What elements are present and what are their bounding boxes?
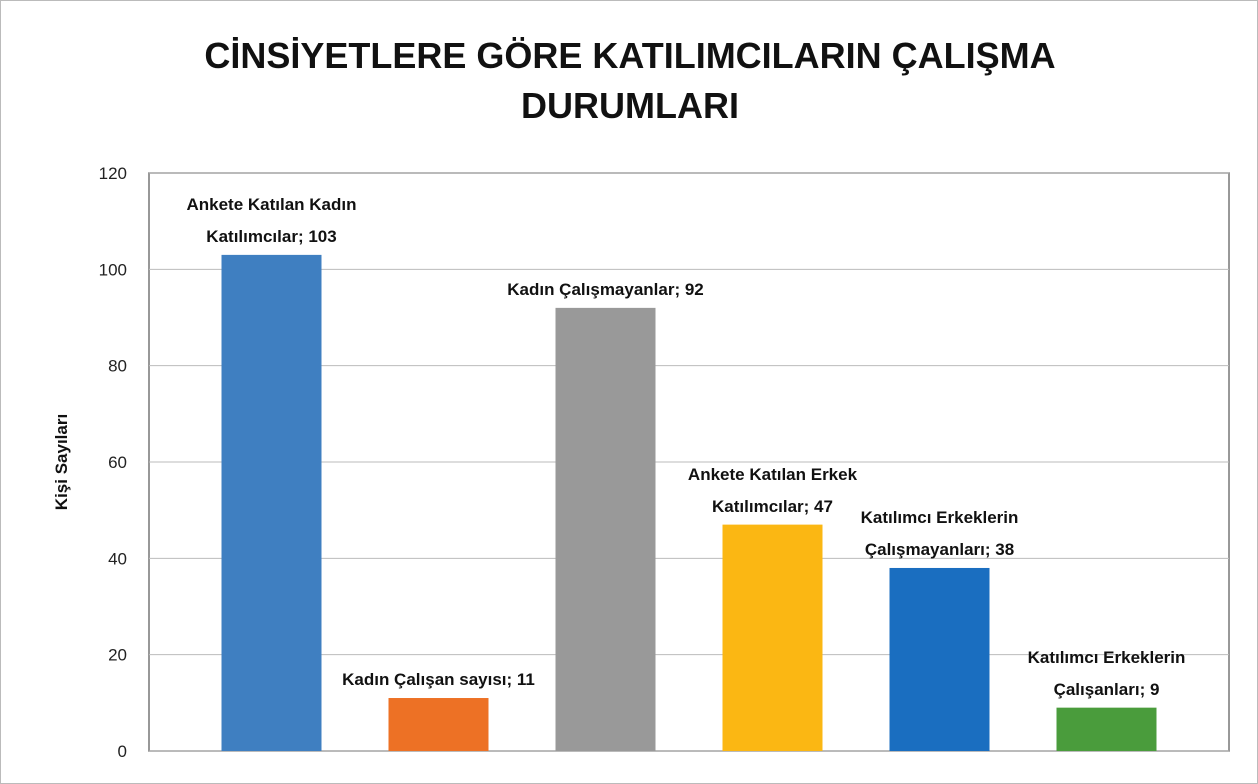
data-label: Ankete Katılan Kadın Katılımcılar; 103 (186, 194, 357, 246)
y-tick-label: 120 (99, 164, 127, 183)
y-tick-label: 100 (99, 260, 127, 279)
y-tick-label: 20 (108, 646, 127, 665)
data-label: Katılımcı Erkeklerin Çalışanları; 9 (1027, 647, 1186, 699)
data-label: Kadın Çalışmayanlar; 92 (507, 279, 704, 299)
y-tick-label: 40 (108, 549, 127, 568)
bar (889, 567, 990, 751)
y-tick-label: 80 (108, 357, 127, 376)
data-label: Katılımcı Erkeklerin Çalışmayanları; 38 (860, 507, 1019, 559)
chart-title: CİNSİYETLERE GÖRE KATILIMCILARIN ÇALIŞMA… (204, 35, 1056, 126)
bar (722, 524, 823, 751)
bar (1056, 707, 1157, 751)
bar (388, 698, 489, 751)
data-label: Kadın Çalışan sayısı; 11 (342, 670, 535, 690)
bar (221, 254, 322, 751)
data-label: Ankete Katılan Erkek Katılımcılar; 47 (687, 464, 858, 516)
y-tick-label: 60 (108, 453, 127, 472)
bar (555, 307, 656, 751)
y-tick-label: 0 (118, 742, 127, 761)
y-axis-label: Kişi Sayıları (52, 414, 71, 510)
